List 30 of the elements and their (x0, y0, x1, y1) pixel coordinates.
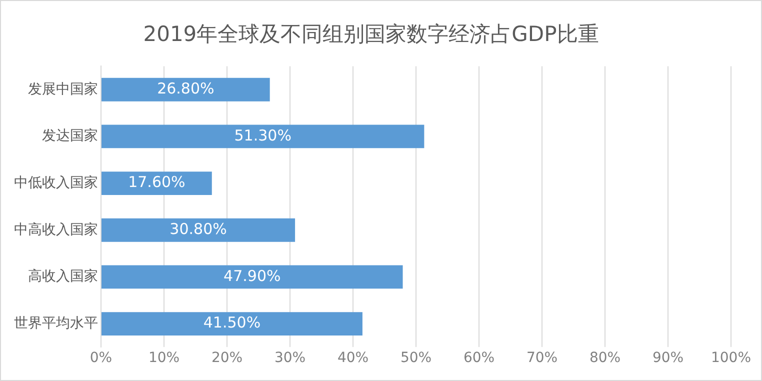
y-tick-label: 高收入国家 (28, 268, 98, 285)
x-tick-label: 0% (90, 350, 112, 366)
bar (102, 172, 212, 195)
x-tick-label: 100% (710, 350, 752, 366)
bar (102, 218, 296, 242)
y-tick-label: 世界平均水平 (14, 315, 98, 332)
y-tick-label: 发展中国家 (28, 81, 98, 98)
x-tick-label: 80% (589, 350, 621, 366)
x-tick-label: 20% (211, 350, 243, 366)
x-tick-label: 70% (526, 350, 558, 366)
bar (102, 78, 270, 102)
chart-title: 2019年全球及不同组别国家数字经济占GDP比重 (143, 22, 599, 46)
bar (102, 124, 424, 148)
bar (102, 265, 403, 289)
data-label: 41.50% (203, 314, 261, 332)
x-tick-label: 60% (463, 350, 495, 366)
x-tick-label: 40% (337, 350, 369, 366)
x-tick-label: 50% (400, 350, 432, 366)
bar (102, 312, 362, 336)
data-label: 47.90% (224, 266, 281, 285)
x-tick-label: 30% (274, 350, 306, 366)
data-label: 30.80% (170, 220, 227, 238)
data-label: 17.60% (128, 173, 186, 192)
x-tick-label: 90% (652, 350, 684, 366)
x-tick-label: 10% (148, 350, 180, 366)
y-tick-label: 发达国家 (42, 128, 98, 144)
data-label: 26.80% (157, 80, 214, 98)
y-tick-label: 中低收入国家 (14, 174, 98, 191)
y-tick-label: 中高收入国家 (14, 222, 98, 238)
data-label: 51.30% (234, 126, 292, 144)
